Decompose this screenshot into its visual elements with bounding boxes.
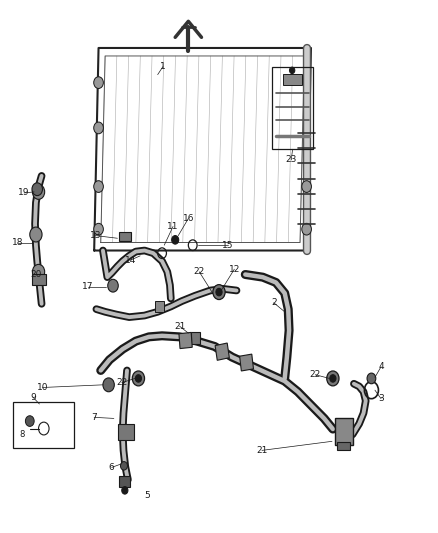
- Circle shape: [120, 462, 127, 470]
- Circle shape: [32, 264, 45, 279]
- Circle shape: [290, 67, 295, 74]
- Circle shape: [213, 285, 225, 300]
- Circle shape: [32, 184, 45, 199]
- Bar: [118, 424, 134, 440]
- Text: 21: 21: [256, 446, 268, 455]
- Text: 2: 2: [271, 298, 276, 307]
- Circle shape: [302, 181, 311, 192]
- Circle shape: [32, 183, 42, 196]
- Text: 13: 13: [90, 231, 101, 240]
- Circle shape: [132, 371, 145, 386]
- Circle shape: [94, 122, 103, 134]
- Text: 11: 11: [167, 222, 179, 231]
- Bar: [191, 332, 200, 344]
- Bar: [119, 476, 130, 487]
- Circle shape: [30, 227, 42, 242]
- Circle shape: [94, 181, 103, 192]
- Text: 17: 17: [82, 282, 93, 291]
- Bar: [13, 402, 74, 448]
- Bar: [215, 343, 230, 360]
- Bar: [240, 354, 254, 371]
- Text: 10: 10: [37, 383, 48, 392]
- Text: 4: 4: [378, 362, 384, 371]
- Circle shape: [302, 223, 311, 235]
- Bar: [283, 74, 302, 85]
- Text: 18: 18: [12, 238, 23, 247]
- Bar: [155, 301, 164, 312]
- Circle shape: [216, 288, 222, 296]
- Bar: [32, 274, 46, 285]
- Text: 1: 1: [160, 62, 166, 71]
- Text: 15: 15: [222, 241, 233, 249]
- Circle shape: [172, 236, 179, 244]
- Text: 8: 8: [19, 430, 25, 439]
- Text: 22: 22: [310, 370, 321, 379]
- Circle shape: [94, 223, 103, 235]
- Circle shape: [330, 375, 336, 382]
- Text: 5: 5: [144, 491, 150, 500]
- Circle shape: [94, 77, 103, 88]
- Bar: [335, 418, 353, 445]
- Bar: [337, 442, 350, 450]
- Text: 23: 23: [286, 156, 297, 164]
- Text: 21: 21: [174, 322, 185, 330]
- Circle shape: [367, 373, 376, 384]
- Text: 7: 7: [91, 413, 97, 422]
- Text: 6: 6: [109, 463, 115, 472]
- Circle shape: [108, 279, 118, 292]
- Circle shape: [103, 378, 114, 392]
- Circle shape: [135, 375, 141, 382]
- Text: 16: 16: [183, 214, 194, 223]
- Circle shape: [327, 371, 339, 386]
- Text: 12: 12: [229, 265, 240, 273]
- Circle shape: [122, 487, 128, 494]
- Text: 22: 22: [116, 378, 127, 387]
- Text: 20: 20: [31, 270, 42, 279]
- Bar: [119, 232, 131, 241]
- Bar: [272, 67, 313, 149]
- Text: 3: 3: [378, 394, 384, 403]
- Text: 22: 22: [194, 268, 205, 276]
- Text: 9: 9: [30, 393, 36, 401]
- Circle shape: [25, 416, 34, 426]
- Text: 14: 14: [125, 256, 136, 264]
- Text: 19: 19: [18, 189, 30, 197]
- Bar: [179, 333, 192, 349]
